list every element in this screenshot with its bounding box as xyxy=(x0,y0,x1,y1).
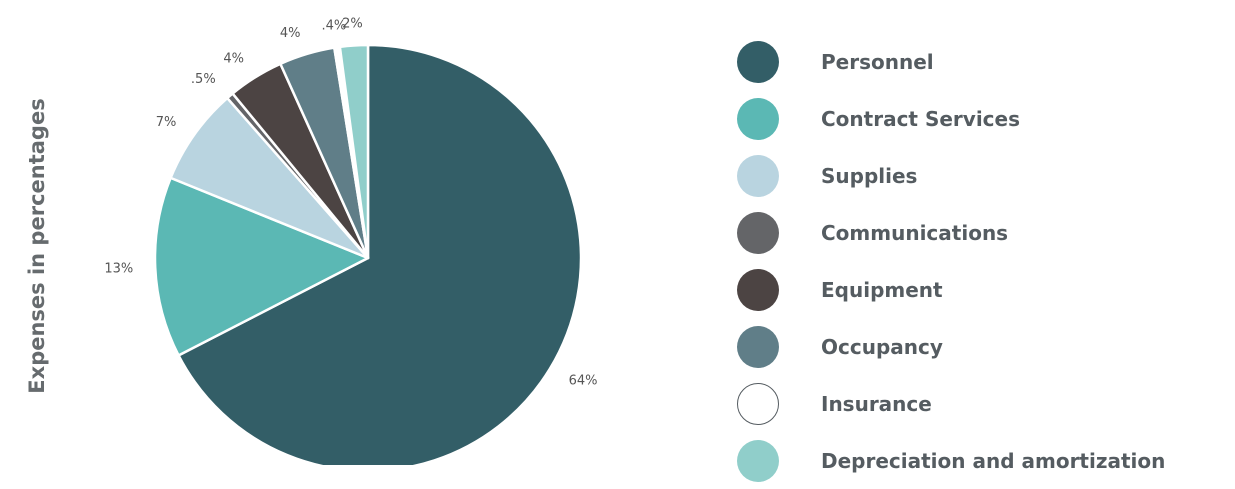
slice-label-supplies: 7% xyxy=(156,115,177,130)
pie-slice-supplies xyxy=(169,96,370,260)
legend-item-equipment: Equipment xyxy=(737,261,1165,318)
slice-label-depreciation-and-amortization: 2% xyxy=(342,17,363,32)
legend-item-personnel: Personnel xyxy=(737,33,1165,90)
slice-label-communications: .5% xyxy=(191,72,216,87)
pie-slice-personnel xyxy=(177,43,583,465)
slice-labels: 64% 13% 7% .5% 4% 4% .4%2% xyxy=(104,17,597,389)
legend-item-contract-services: Contract Services xyxy=(737,90,1165,147)
pie-slices xyxy=(153,43,583,465)
legend-swatch xyxy=(737,268,779,311)
legend-label: Depreciation and amortization xyxy=(821,448,1166,473)
slice-label-equipment: 4% xyxy=(223,51,244,66)
legend-item-communications: Communications xyxy=(737,204,1165,261)
legend-label: Contract Services xyxy=(821,106,1021,131)
legend-label: Equipment xyxy=(821,277,943,302)
legend-swatch xyxy=(737,154,779,197)
legend-swatch xyxy=(737,40,779,83)
legend-label: Personnel xyxy=(821,49,934,74)
legend-swatch xyxy=(737,325,779,368)
legend-swatch xyxy=(737,97,779,140)
pie-slice-contract-services xyxy=(153,176,370,357)
legend-swatch xyxy=(737,382,779,425)
legend-item-supplies: Supplies xyxy=(737,147,1165,204)
slice-label-contract-services: 13% xyxy=(104,261,133,276)
slice-label-personnel: 64% xyxy=(569,373,598,388)
legend-item-occupancy: Occupancy xyxy=(737,318,1165,375)
legend-label: Supplies xyxy=(821,163,918,188)
legend-label: Occupancy xyxy=(821,334,943,359)
legend-label: Insurance xyxy=(821,391,932,416)
legend-swatch xyxy=(737,211,779,254)
legend-swatch xyxy=(737,439,779,482)
legend: Personnel Contract Services Supplies Commun… xyxy=(737,33,1165,489)
pie-slice-depreciation-and-amortization xyxy=(338,43,370,260)
pie-chart: 64% 13% 7% .5% 4% 4% .4%2% xyxy=(104,17,598,465)
legend-item-insurance: Insurance xyxy=(737,375,1165,432)
slice-label-occupancy: 4% xyxy=(280,26,301,41)
legend-label: Communications xyxy=(821,220,1009,245)
legend-item-depreciation-and-amortization: Depreciation and amortization xyxy=(737,432,1165,489)
slice-label-insurance: .4% xyxy=(322,18,347,33)
